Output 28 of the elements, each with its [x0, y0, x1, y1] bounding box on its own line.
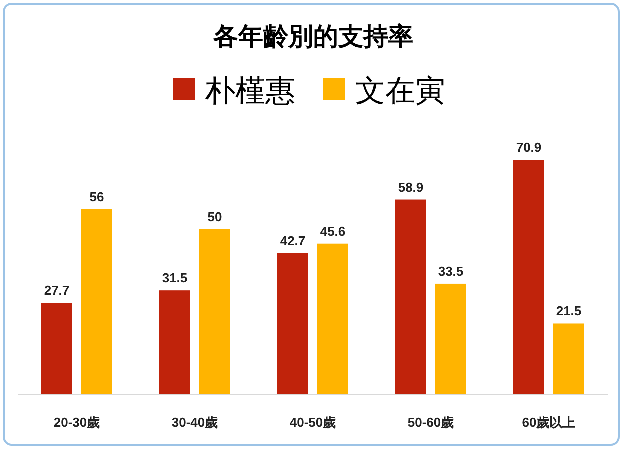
bar: [554, 324, 584, 395]
data-label: 56: [90, 189, 104, 204]
data-label: 42.7: [280, 233, 306, 248]
chart-title: 各年齡別的支持率: [212, 23, 414, 51]
data-label: 33.5: [438, 264, 464, 279]
data-label: 45.6: [320, 224, 346, 239]
legend-label: 朴槿惠: [204, 74, 296, 109]
x-tick-label: 20-30歲: [54, 415, 100, 430]
bar: [200, 229, 230, 395]
bar: [436, 284, 466, 395]
data-label: 21.5: [556, 304, 582, 319]
x-tick-label: 40-50歲: [290, 415, 336, 430]
x-tick-label: 50-60歲: [408, 415, 454, 430]
bar: [318, 244, 348, 395]
data-label: 27.7: [44, 283, 70, 298]
data-label: 50: [208, 209, 222, 224]
data-label: 70.9: [516, 140, 542, 155]
bar: [396, 200, 426, 395]
data-label: 31.5: [162, 270, 188, 286]
x-tick-label: 60歲以上: [522, 415, 576, 430]
bar: [278, 253, 308, 395]
bar: [514, 160, 544, 395]
legend-label: 文在寅: [356, 74, 446, 109]
data-label: 58.9: [398, 180, 424, 195]
x-tick-label: 30-40歲: [172, 415, 218, 430]
bar: [42, 303, 72, 395]
bar: [160, 290, 190, 395]
bar: [82, 209, 112, 395]
